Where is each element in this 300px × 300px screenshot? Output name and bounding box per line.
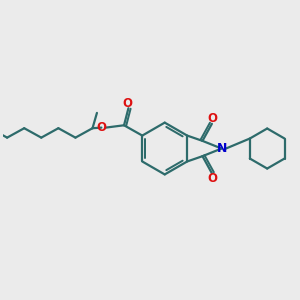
Text: O: O	[208, 172, 218, 185]
Text: O: O	[123, 97, 133, 110]
Text: O: O	[208, 112, 218, 125]
Text: O: O	[96, 121, 106, 134]
Text: N: N	[217, 142, 227, 155]
